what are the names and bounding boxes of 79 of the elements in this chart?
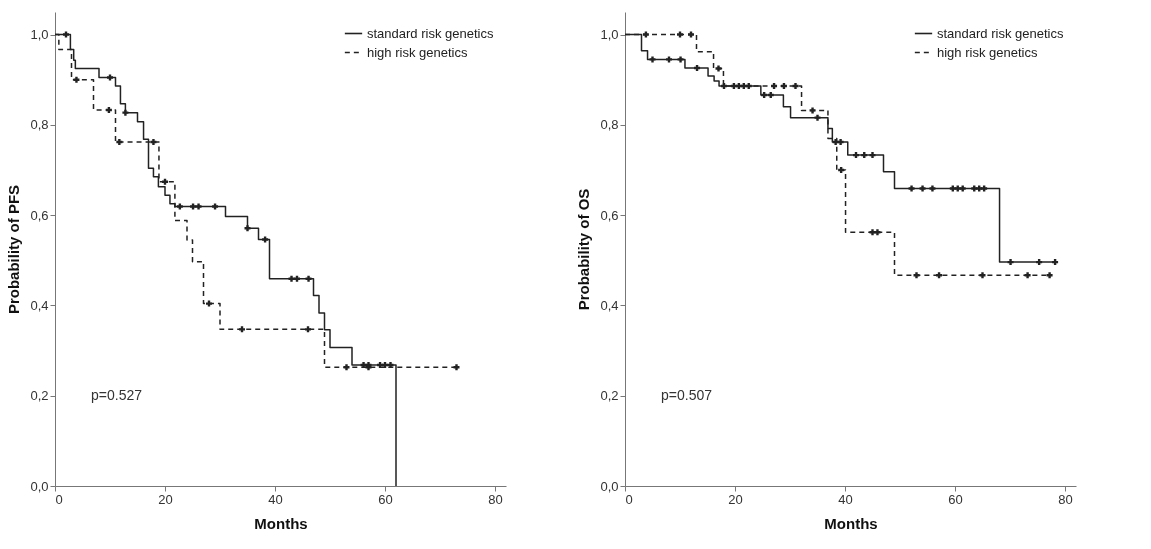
point	[262, 236, 269, 243]
point	[837, 139, 844, 146]
point	[122, 109, 129, 116]
y-tick-label: 0,8	[30, 117, 49, 133]
x-tick-label: 60	[378, 491, 393, 507]
point	[305, 326, 311, 333]
y-tick-label: 0,8	[600, 117, 619, 133]
point	[949, 185, 956, 192]
x-tick-label: 40	[268, 491, 283, 507]
point	[1007, 259, 1014, 266]
x-tick-label: 80	[488, 491, 503, 507]
x-axis-title: Months	[824, 514, 878, 532]
point	[832, 139, 839, 146]
point	[954, 185, 961, 192]
point	[176, 203, 183, 210]
x-axis-title: Months	[254, 514, 308, 532]
x-tick-label: 20	[158, 491, 173, 507]
legend-label: standard risk genetics	[937, 25, 1064, 41]
annotation: p=0.527	[91, 387, 143, 403]
point	[190, 203, 197, 210]
point	[239, 326, 245, 333]
point	[212, 203, 219, 210]
y-tick-label: 0,0	[30, 478, 49, 494]
point	[1046, 272, 1053, 279]
point	[929, 185, 936, 192]
y-axis-title: Probability of OS	[575, 188, 593, 311]
point	[715, 65, 722, 72]
x-tick-label: 0	[55, 491, 63, 507]
point	[913, 272, 920, 279]
point	[919, 185, 926, 192]
x-tick-label: 80	[1058, 491, 1073, 507]
point	[666, 56, 672, 63]
annotation: p=0.507	[661, 387, 713, 403]
x-tick-label: 0	[625, 491, 633, 507]
point	[107, 74, 113, 81]
y-tick-label: 0,2	[30, 388, 49, 404]
y-tick-label: 1,0	[30, 27, 49, 43]
legend-label: standard risk genetics	[367, 25, 494, 41]
y-tick-label: 0,4	[30, 297, 49, 313]
legend-label: high risk genetics	[367, 44, 468, 60]
point	[976, 185, 983, 192]
point	[874, 229, 881, 236]
x-tick-label: 60	[948, 491, 963, 507]
x-tick-label: 40	[838, 491, 853, 507]
point	[677, 31, 683, 38]
point	[979, 272, 986, 279]
point	[453, 364, 460, 371]
point	[63, 31, 69, 38]
y-axis-title: Probability of PFS	[5, 184, 23, 315]
y-tick-label: 0,6	[600, 207, 619, 223]
point	[688, 31, 694, 38]
point	[206, 300, 212, 307]
point	[981, 185, 988, 192]
point	[116, 139, 123, 146]
point	[343, 364, 350, 371]
point	[195, 203, 202, 210]
y-tick-label: 0,6	[30, 207, 49, 223]
point	[809, 107, 816, 114]
point	[1024, 272, 1031, 279]
legend-label: high risk genetics	[937, 44, 1038, 60]
point	[959, 185, 966, 192]
point	[792, 83, 799, 90]
point	[642, 31, 649, 38]
point	[677, 56, 684, 63]
point	[305, 275, 312, 282]
y-tick-label: 0,0	[600, 478, 619, 494]
point	[73, 76, 80, 83]
point	[814, 114, 821, 121]
x-tick-label: 20	[728, 491, 743, 507]
point	[649, 56, 656, 63]
point	[869, 152, 876, 159]
point	[908, 185, 915, 192]
y-tick-label: 1,0	[600, 27, 619, 43]
point	[971, 185, 978, 192]
point	[150, 139, 157, 146]
point	[244, 225, 251, 232]
point	[288, 275, 295, 282]
y-tick-label: 0,2	[600, 388, 619, 404]
y-tick-label: 0,4	[600, 297, 619, 313]
